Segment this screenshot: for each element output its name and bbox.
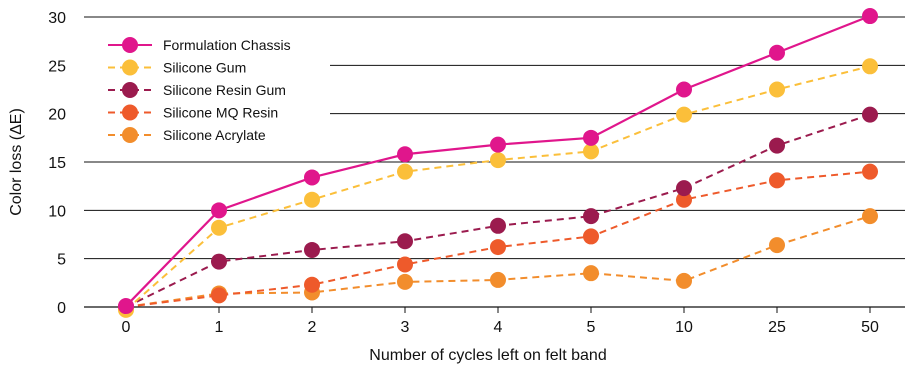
- legend-label: Silicone Gum: [163, 60, 246, 76]
- legend-marker: [122, 59, 138, 76]
- series-silicone-mq-resin: [118, 163, 878, 315]
- data-point: [862, 163, 878, 180]
- legend-marker: [122, 104, 138, 121]
- data-point: [583, 265, 599, 282]
- legend-item: Silicone Gum: [108, 59, 246, 76]
- data-point: [676, 180, 692, 197]
- data-point: [304, 191, 320, 208]
- data-point: [862, 106, 878, 123]
- data-point: [583, 143, 599, 160]
- data-point: [211, 287, 227, 304]
- data-point: [118, 298, 134, 315]
- data-point: [862, 208, 878, 225]
- legend-label: Formulation Chassis: [163, 37, 291, 53]
- data-point: [490, 136, 506, 153]
- x-tick-label: 2: [308, 319, 317, 336]
- data-point: [397, 146, 413, 163]
- data-point: [211, 219, 227, 236]
- data-point: [676, 81, 692, 98]
- data-point: [490, 239, 506, 256]
- x-tick-label: 3: [401, 319, 410, 336]
- legend-item: Silicone MQ Resin: [108, 104, 278, 121]
- x-tick-label: 50: [861, 319, 879, 336]
- legend-label: Silicone Acrylate: [163, 127, 266, 143]
- y-tick-label: 25: [48, 58, 66, 75]
- y-axis-ticks: 0 5 10 15 20 25 30: [48, 10, 66, 317]
- data-point: [769, 81, 785, 98]
- x-tick-label: 0: [122, 319, 131, 336]
- legend-marker: [122, 127, 138, 143]
- y-tick-label: 10: [48, 203, 66, 220]
- data-point: [862, 58, 878, 75]
- x-tick-label: 25: [768, 319, 786, 336]
- data-point: [676, 272, 692, 289]
- data-point: [769, 172, 785, 189]
- legend-marker: [122, 37, 138, 53]
- data-point: [769, 237, 785, 254]
- x-tick-label: 4: [494, 319, 503, 336]
- legend-item: Silicone Resin Gum: [108, 82, 286, 98]
- data-point: [304, 169, 320, 186]
- data-point: [397, 163, 413, 180]
- series-group: [118, 8, 878, 318]
- x-tick-label: 1: [215, 319, 224, 336]
- data-point: [769, 44, 785, 61]
- data-point: [862, 8, 878, 25]
- y-tick-label: 30: [48, 10, 66, 27]
- data-point: [304, 241, 320, 258]
- x-tick-label: 5: [587, 319, 596, 336]
- series-silicone-gum: [118, 58, 878, 318]
- data-point: [769, 137, 785, 154]
- y-tick-label: 0: [57, 300, 66, 317]
- legend-marker: [122, 82, 138, 98]
- data-point: [304, 276, 320, 293]
- data-point: [676, 106, 692, 123]
- x-tick-label: 10: [675, 319, 693, 336]
- data-point: [211, 253, 227, 270]
- data-point: [490, 217, 506, 234]
- y-tick-label: 5: [57, 252, 66, 269]
- data-point: [397, 273, 413, 290]
- legend-label: Silicone MQ Resin: [163, 105, 278, 121]
- legend-label: Silicone Resin Gum: [163, 82, 286, 98]
- data-point: [583, 208, 599, 225]
- x-axis-title: Number of cycles left on felt band: [369, 347, 606, 364]
- data-point: [490, 152, 506, 169]
- data-point: [583, 129, 599, 146]
- data-point: [676, 191, 692, 208]
- data-point: [490, 271, 506, 288]
- data-point: [211, 202, 227, 219]
- data-point: [397, 233, 413, 250]
- x-axis-ticks: 0 1 2 3 4 5 10 25 50: [122, 307, 879, 336]
- series-formulation-chassis: [118, 8, 878, 315]
- y-tick-label: 20: [48, 107, 66, 124]
- legend-item: Silicone Acrylate: [108, 127, 266, 143]
- legend-item: Formulation Chassis: [108, 37, 291, 53]
- y-axis-title: Color loss (ΔE): [8, 108, 25, 216]
- legend: Formulation Chassis Silicone Gum Silicone …: [108, 37, 291, 143]
- data-point: [583, 228, 599, 245]
- y-tick-label: 15: [48, 155, 66, 172]
- data-point: [397, 256, 413, 273]
